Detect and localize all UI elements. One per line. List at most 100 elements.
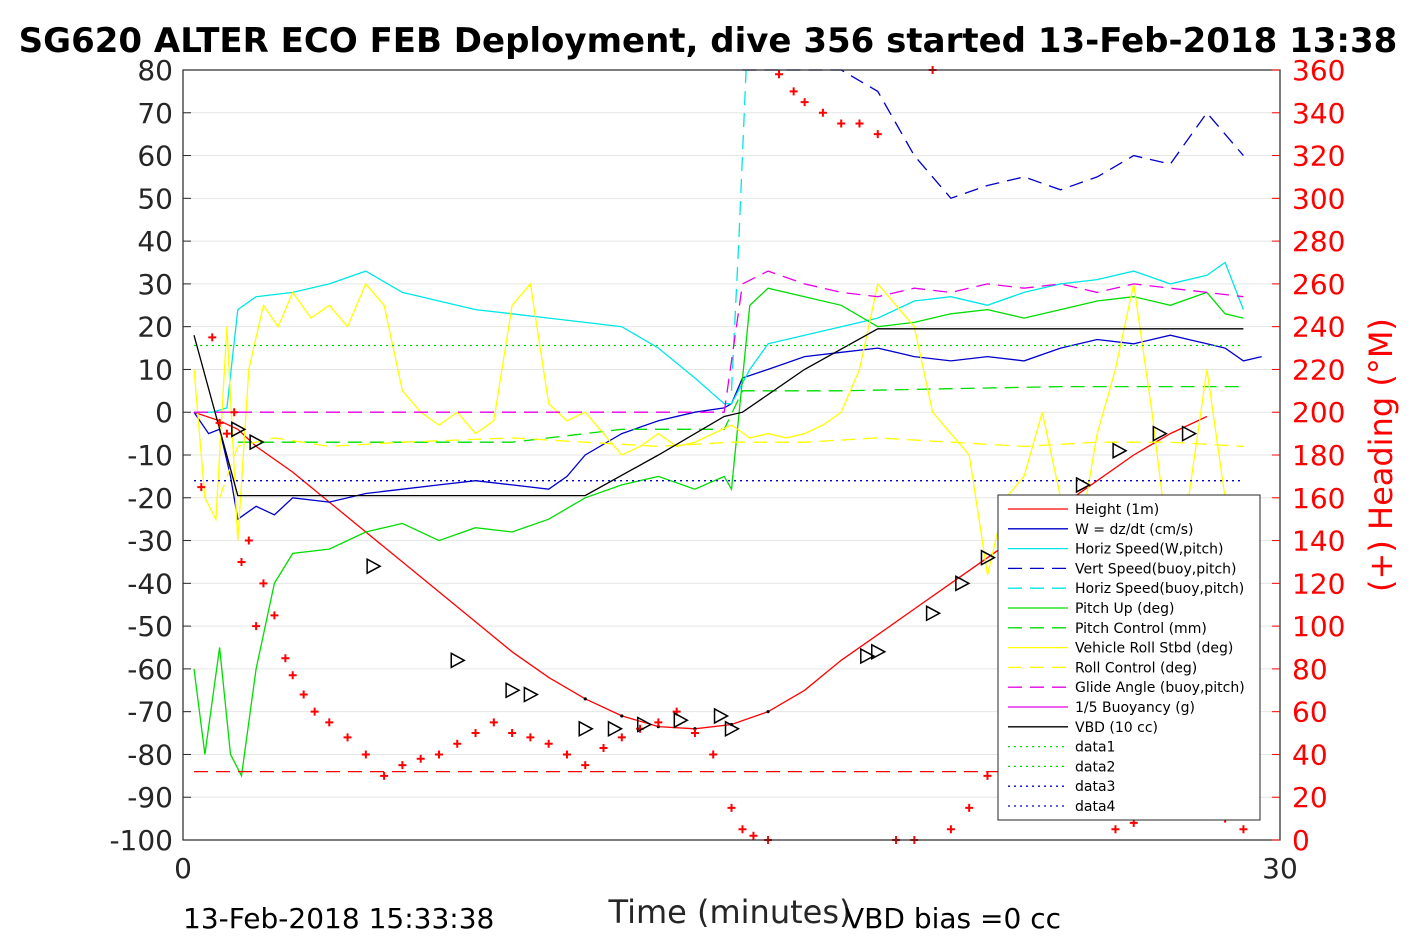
left-tick-label: 80 [137, 54, 173, 87]
right-tick-label: 40 [1292, 738, 1328, 771]
heading-point [489, 718, 498, 727]
left-tick-label: -60 [127, 653, 173, 686]
heading-point [215, 418, 224, 427]
depth-marker [505, 682, 521, 699]
right-tick-label: 360 [1292, 54, 1345, 87]
depth-marker [450, 652, 466, 669]
right-axis: 3603403203002802602402202001801601401201… [1272, 54, 1345, 857]
depth-marker [724, 720, 741, 738]
series-line-w [193, 334, 1262, 521]
legend-label: data4 [1075, 799, 1116, 815]
legend-label: 1/5 Buoyancy (g) [1075, 700, 1195, 716]
x-axis: 0 30 [174, 852, 1298, 885]
height-dot [766, 710, 770, 714]
heading-point [983, 771, 992, 780]
left-tick-label: -40 [127, 567, 173, 600]
x-axis-label: Time (minutes) [608, 893, 852, 931]
legend-label: data2 [1075, 759, 1115, 775]
left-tick-label: 10 [137, 353, 173, 386]
right-tick-label: 140 [1292, 525, 1345, 558]
heading-point [775, 70, 784, 79]
left-tick-label: 40 [137, 225, 173, 258]
series-line-vbd [193, 328, 1244, 497]
depth-marker [925, 605, 942, 622]
right-tick-label: 260 [1292, 268, 1345, 301]
heading-point [299, 690, 308, 699]
heading-point [416, 754, 425, 763]
left-tick-label: -80 [127, 738, 173, 771]
right-tick-label: 60 [1292, 696, 1328, 729]
left-tick-label: 50 [137, 182, 173, 215]
heading-point [244, 536, 253, 545]
heading-point [946, 825, 955, 834]
left-tick-label: -50 [127, 610, 173, 643]
legend-label: Height (1m) [1075, 502, 1159, 518]
heading-point [471, 729, 480, 738]
series-line-vert_speed_buoy [742, 69, 1244, 200]
left-tick-label: 60 [137, 140, 173, 173]
heading-point [738, 825, 747, 834]
legend-label: W = dz/dt (cm/s) [1075, 522, 1194, 538]
left-tick-label: 30 [137, 268, 173, 301]
right-tick-label: 20 [1292, 781, 1328, 814]
heading-point [230, 408, 239, 417]
heading-point [654, 718, 663, 727]
right-tick-label: 100 [1292, 610, 1345, 643]
heading-point [599, 744, 608, 753]
heading-point [325, 718, 334, 727]
heading-point [1239, 825, 1248, 834]
right-tick-label: 80 [1292, 653, 1328, 686]
heading-point [208, 333, 217, 342]
right-tick-label: 0 [1292, 824, 1310, 857]
x-tick-label: 30 [1262, 852, 1298, 885]
left-tick-label: -20 [127, 482, 173, 515]
heading-point [789, 87, 798, 96]
depth-marker [1112, 442, 1128, 459]
heading-point [343, 733, 352, 742]
heading-point [800, 98, 809, 107]
heading-point [709, 750, 718, 759]
left-tick-label: -30 [127, 525, 173, 558]
right-tick-label: 180 [1292, 439, 1345, 472]
legend-label: data1 [1075, 740, 1115, 756]
chart-title: SG620 ALTER ECO FEB Deployment, dive 356… [19, 21, 1398, 61]
left-tick-label: 70 [137, 97, 173, 130]
heading-point [581, 761, 590, 770]
heading-point [562, 750, 571, 759]
left-tick-label: 20 [137, 311, 173, 344]
heading-point [288, 671, 297, 680]
heading-point [873, 130, 882, 139]
right-tick-label: 200 [1292, 396, 1345, 429]
depth-marker [713, 707, 730, 725]
heading-point [453, 739, 462, 748]
left-tick-label: -100 [109, 824, 173, 857]
legend-label: Vehicle Roll Stbd (deg) [1075, 641, 1233, 657]
left-tick-label: -70 [127, 696, 173, 729]
heading-point [270, 611, 279, 620]
series-line-roll_control [218, 437, 1244, 499]
depth-marker [871, 643, 887, 661]
series-line-horiz_speed [194, 261, 1245, 413]
heading-point [690, 729, 699, 738]
right-tick-label: 220 [1292, 353, 1345, 386]
x-tick-label: 0 [174, 852, 192, 885]
depth-marker [955, 575, 971, 592]
heading-point [749, 831, 758, 840]
series-line-glide_angle [194, 270, 1244, 413]
heading-point [837, 119, 846, 128]
right-tick-label: 340 [1292, 97, 1345, 130]
depth-marker [607, 720, 624, 738]
right-axis-label: (+) Heading (°M) [1362, 318, 1400, 592]
heading-point [398, 761, 407, 770]
series-line-pitch [193, 287, 1244, 778]
right-tick-label: 240 [1292, 311, 1345, 344]
heading-point [197, 483, 206, 492]
legend-label: Glide Angle (buoy,pitch) [1075, 680, 1245, 696]
legend-label: data3 [1075, 779, 1115, 795]
heading-point [1111, 825, 1120, 834]
heading-point [727, 803, 736, 812]
right-tick-label: 120 [1292, 567, 1345, 600]
depth-marker [1181, 425, 1198, 442]
left-axis: 80 70 60 50 40 30 20 10 0 -10 -20 -30 -40 -50 -60 -70 -8… [109, 54, 191, 857]
